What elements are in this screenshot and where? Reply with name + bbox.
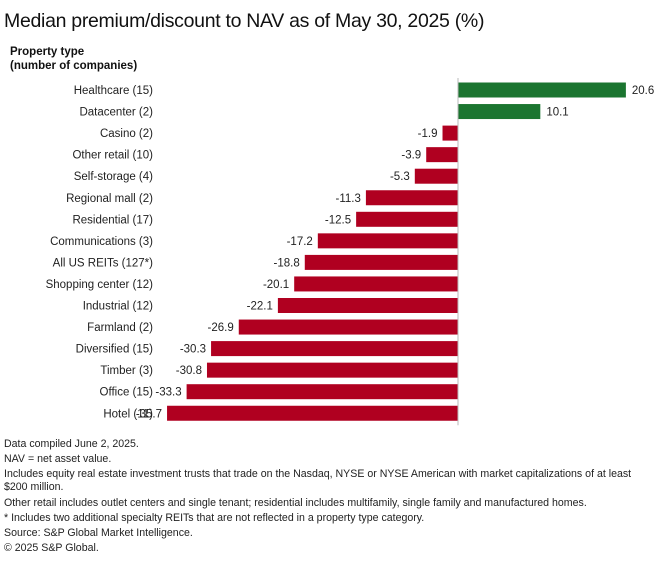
chart-title: Median premium/discount to NAV as of May…: [4, 10, 485, 32]
bar-2: [442, 125, 458, 141]
bar-8: [304, 254, 458, 270]
value-label: -18.8: [274, 257, 300, 269]
footer-copyright: © 2025 S&P Global.: [4, 542, 99, 555]
category-label: Datacenter (2): [79, 107, 153, 119]
category-label: Regional mall (2): [66, 193, 153, 205]
footer-note-asterisk: * Includes two additional specialty REIT…: [4, 511, 425, 524]
bar-10: [277, 298, 458, 313]
value-label: -35.7: [136, 408, 162, 420]
value-label: -33.3: [155, 387, 181, 399]
value-label: 20.6: [632, 85, 654, 97]
category-axis-header: Property type (number of companies): [10, 45, 137, 73]
bar-0: [458, 82, 626, 98]
category-label: Shopping center (12): [46, 279, 154, 291]
value-label: -30.3: [180, 344, 206, 356]
bar-4: [414, 168, 458, 184]
bar-3: [426, 147, 458, 163]
category-label: Industrial (12): [83, 301, 153, 313]
bar-5: [365, 190, 458, 206]
value-label: -20.1: [263, 279, 289, 291]
value-label: -30.8: [176, 365, 202, 377]
value-label: -26.9: [208, 322, 234, 334]
value-label: 10.1: [546, 107, 568, 119]
bar-1: [458, 104, 541, 120]
category-label: All US REITs (127*): [53, 257, 154, 269]
footer-note-includes: Includes equity real estate investment t…: [4, 468, 632, 494]
footer-note-compiled: Data compiled June 2, 2025.: [4, 438, 139, 450]
category-label: Diversified (15): [76, 344, 153, 356]
footer-note-other-retail: Other retail includes outlet centers and…: [4, 496, 587, 509]
value-label: -11.3: [336, 193, 361, 205]
category-label: Timber (3): [100, 365, 153, 377]
value-label: -3.9: [401, 150, 421, 162]
footer-note-nav: NAV = net asset value.: [4, 453, 112, 466]
category-label: Farmland (2): [87, 322, 153, 334]
category-label: Communications (3): [50, 236, 153, 248]
bar-13: [206, 362, 458, 378]
value-label: -1.9: [418, 128, 438, 140]
bar-9: [294, 276, 458, 292]
category-label: Other retail (10): [72, 150, 153, 162]
category-label: Healthcare (15): [74, 85, 153, 97]
category-axis-header-line2: (number of companies): [10, 60, 138, 72]
bar-chart: Healthcare (15) 20.6 Datacenter (2) 10.1 Cas…: [46, 78, 654, 426]
value-label: -17.2: [287, 236, 313, 248]
bar-11: [238, 319, 458, 335]
category-label: Casino (2): [100, 128, 153, 140]
category-label: Self-storage (4): [74, 171, 153, 183]
category-label: Hotel (11): [103, 408, 153, 420]
bar-14: [186, 384, 459, 400]
chart-footer: Data compiled June 2, 2025. NAV = net as…: [4, 438, 656, 557]
category-label: Office (15): [100, 387, 154, 399]
category-axis-header-line1: Property type: [10, 46, 85, 58]
value-label: -22.1: [247, 301, 273, 313]
bar-7: [317, 233, 458, 249]
footer-source: Source: S&P Global Market Intelligence.: [4, 526, 193, 539]
category-label: Residential (17): [72, 214, 153, 226]
bar-15: [167, 405, 459, 421]
value-label: -12.5: [325, 214, 351, 226]
bar-6: [356, 211, 458, 227]
bar-12: [211, 341, 458, 357]
value-label: -5.3: [390, 171, 410, 183]
